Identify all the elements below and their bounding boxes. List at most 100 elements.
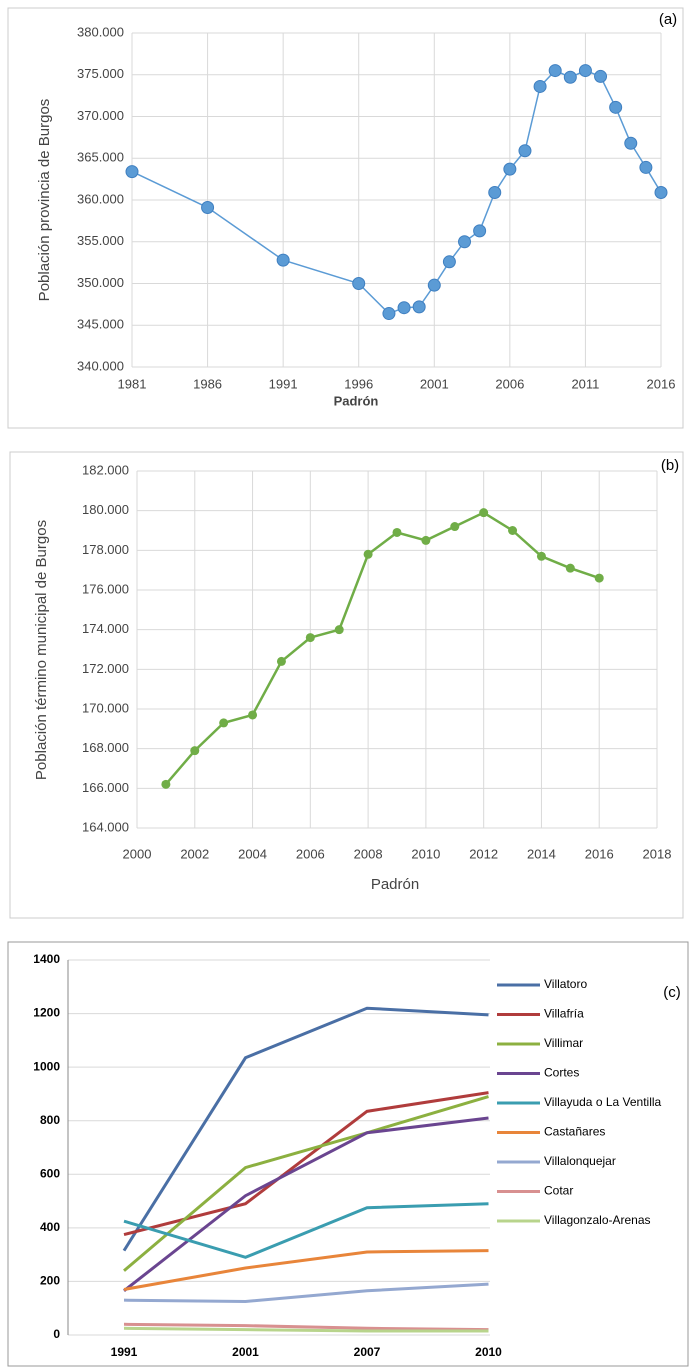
y-tick-label: 400 [40, 1220, 60, 1234]
y-tick-label: 365.000 [77, 150, 124, 165]
series-line [123, 1095, 489, 1272]
legend-label: Cotar [544, 1184, 573, 1198]
data-point [578, 64, 592, 78]
data-point [548, 64, 562, 78]
x-tick-label: 2001 [420, 376, 449, 391]
data-point [382, 307, 396, 321]
x-tick-label: 2018 [643, 846, 672, 861]
data-point [363, 549, 373, 559]
data-point [397, 301, 411, 315]
panel-label: (a) [659, 11, 677, 28]
y-tick-label: 200 [40, 1274, 60, 1288]
data-point [503, 162, 517, 176]
data-point [334, 625, 344, 635]
data-point [639, 160, 653, 174]
panel-frame [7, 941, 689, 1367]
data-point [508, 526, 518, 535]
legend-label: Villagonzalo-Arenas [544, 1213, 651, 1227]
series-line [122, 1006, 489, 1252]
data-point [565, 563, 575, 573]
series-line [123, 1249, 489, 1291]
data-point [190, 746, 200, 756]
x-tick-label: 2008 [354, 846, 383, 861]
data-point [305, 633, 315, 643]
x-tick-label: 2001 [232, 1345, 259, 1359]
x-tick-label: 2007 [354, 1345, 381, 1359]
x-tick-label: 1996 [344, 376, 373, 391]
x-tick-label: 2006 [495, 376, 524, 391]
y-tick-label: 168.000 [82, 740, 129, 755]
y-axis-title: Población provincia de Burgos [36, 99, 53, 302]
data-point [161, 779, 171, 789]
data-point [392, 527, 402, 537]
panel-label: (c) [663, 984, 681, 1001]
y-tick-label: 172.000 [82, 661, 129, 676]
data-point [594, 573, 604, 583]
y-tick-label: 355.000 [77, 233, 124, 248]
legend-label: Villalonquejar [544, 1154, 616, 1168]
x-tick-label: 2011 [571, 376, 599, 391]
x-tick-label: 2000 [123, 846, 152, 861]
series-line [123, 1202, 489, 1259]
series-line [123, 1282, 489, 1304]
legend-label: Villayuda o La Ventilla [544, 1095, 662, 1109]
x-tick-label: 1981 [118, 376, 147, 391]
data-point [412, 300, 426, 314]
series-line [123, 1322, 489, 1332]
data-point [276, 253, 290, 267]
y-tick-label: 1400 [33, 952, 60, 966]
y-tick-label: 370.000 [77, 108, 124, 123]
data-point [219, 718, 229, 728]
data-point [352, 277, 366, 290]
legend-label: Villafría [544, 1007, 584, 1021]
data-point [473, 224, 487, 238]
y-tick-label: 1000 [33, 1059, 60, 1073]
y-tick-label: 164.000 [82, 819, 129, 834]
data-point [518, 144, 532, 158]
data-point [624, 136, 638, 150]
y-tick-label: 340.000 [77, 358, 124, 373]
y-tick-label: 800 [40, 1113, 60, 1127]
data-line [131, 69, 662, 315]
panel-frame [7, 7, 684, 429]
x-tick-label: 2012 [469, 846, 498, 861]
data-point [533, 79, 547, 93]
y-tick-label: 0 [53, 1327, 60, 1341]
y-tick-label: 375.000 [77, 66, 124, 81]
x-tick-label: 2010 [411, 846, 440, 861]
y-tick-label: 182.000 [82, 462, 129, 477]
legend-label: Villimar [544, 1036, 583, 1050]
panel-label: (b) [661, 457, 679, 474]
data-point [536, 551, 546, 561]
x-tick-label: 2006 [296, 846, 325, 861]
series-line [123, 1116, 489, 1292]
x-tick-label: 2002 [180, 846, 209, 861]
data-point [450, 522, 460, 532]
x-tick-label: 2004 [238, 846, 267, 861]
x-axis-title: Padrón [371, 876, 419, 893]
data-point [479, 508, 489, 518]
x-tick-label: 2010 [475, 1345, 502, 1359]
data-point [276, 656, 286, 666]
legend-label: Cortes [544, 1066, 579, 1080]
x-tick-label: 1986 [193, 376, 222, 391]
x-tick-label: 2016 [647, 376, 676, 391]
y-tick-label: 380.000 [77, 24, 124, 39]
legend-label: Castañares [544, 1125, 605, 1139]
y-tick-label: 176.000 [82, 581, 129, 596]
data-point [421, 535, 431, 545]
data-point [427, 278, 441, 292]
x-axis-title: Padrón [334, 393, 379, 408]
y-tick-label: 360.000 [77, 191, 124, 206]
data-point [594, 69, 608, 83]
data-point [563, 70, 577, 84]
data-point [654, 185, 668, 199]
data-point [248, 710, 258, 720]
panel-frame [9, 451, 684, 919]
y-axis-title: Población término municipal de Burgos [33, 520, 50, 780]
data-point [458, 235, 472, 249]
data-point [442, 255, 456, 269]
series-line [123, 1326, 489, 1333]
y-tick-label: 345.000 [77, 317, 124, 332]
